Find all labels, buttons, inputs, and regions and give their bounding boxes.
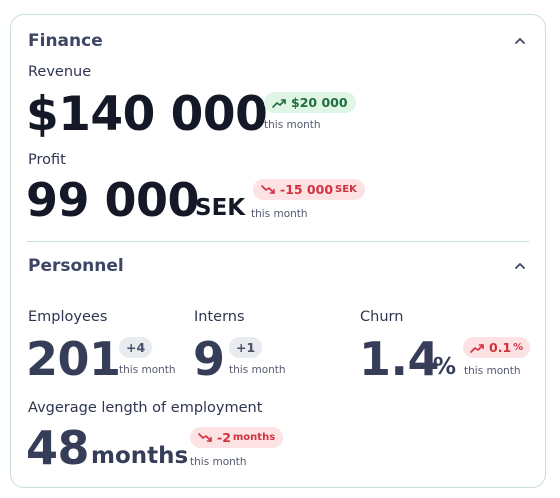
avg-employment-unit: months bbox=[91, 443, 189, 469]
chevron-up-icon[interactable] bbox=[513, 259, 527, 273]
dashboard-card: Finance Revenue $140 000 $20 000 this mo… bbox=[10, 14, 546, 488]
avg-employment-change-badge: -2 months bbox=[190, 427, 284, 448]
profit-change-badge: -15 000 SEK bbox=[253, 179, 365, 200]
profit-change-period: this month bbox=[251, 208, 308, 220]
profit-unit: SEK bbox=[195, 195, 246, 221]
churn-change-unit: % bbox=[513, 342, 524, 353]
interns-label: Interns bbox=[194, 309, 245, 325]
profit-label: Profit bbox=[28, 152, 66, 168]
interns-change-period: this month bbox=[229, 364, 286, 376]
profit-value: 99 000 bbox=[26, 173, 200, 227]
employees-label: Employees bbox=[28, 309, 108, 325]
churn-label: Churn bbox=[360, 309, 404, 325]
revenue-label: Revenue bbox=[28, 64, 92, 80]
section-divider bbox=[27, 241, 529, 242]
employees-value: 201 bbox=[26, 332, 121, 386]
revenue-change-value: $20 000 bbox=[291, 95, 348, 110]
employees-change-badge: +4 bbox=[119, 337, 153, 358]
avg-employment-change-period: this month bbox=[190, 456, 247, 468]
churn-change-period: this month bbox=[464, 365, 521, 377]
interns-value: 9 bbox=[193, 332, 225, 386]
profit-change-unit: SEK bbox=[335, 184, 357, 195]
avg-employment-value: 48 bbox=[26, 421, 90, 475]
churn-unit: % bbox=[433, 354, 457, 380]
revenue-change-period: this month bbox=[264, 119, 321, 131]
interns-change-badge: +1 bbox=[229, 337, 263, 358]
trending-up-icon bbox=[272, 98, 286, 108]
personnel-section-title: Personnel bbox=[28, 256, 124, 276]
trending-down-icon bbox=[261, 184, 275, 194]
revenue-value: $140 000 bbox=[26, 87, 268, 142]
chevron-up-icon[interactable] bbox=[513, 34, 527, 48]
trending-down-icon bbox=[198, 432, 212, 442]
employees-change-period: this month bbox=[119, 364, 176, 376]
avg-employment-label: Avgerage length of employment bbox=[28, 400, 263, 416]
revenue-change-badge: $20 000 bbox=[264, 92, 356, 113]
avg-employment-change-value: -2 bbox=[217, 430, 231, 445]
interns-change-value: +1 bbox=[236, 340, 256, 355]
trending-up-icon bbox=[470, 343, 484, 353]
churn-change-value: 0.1 bbox=[489, 340, 512, 355]
churn-change-badge: 0.1 % bbox=[463, 337, 531, 358]
churn-value: 1.4 bbox=[359, 332, 440, 386]
employees-change-value: +4 bbox=[126, 340, 146, 355]
profit-change-value: -15 000 bbox=[280, 182, 334, 197]
avg-employment-change-unit: months bbox=[232, 432, 276, 443]
finance-section-title: Finance bbox=[28, 31, 103, 51]
